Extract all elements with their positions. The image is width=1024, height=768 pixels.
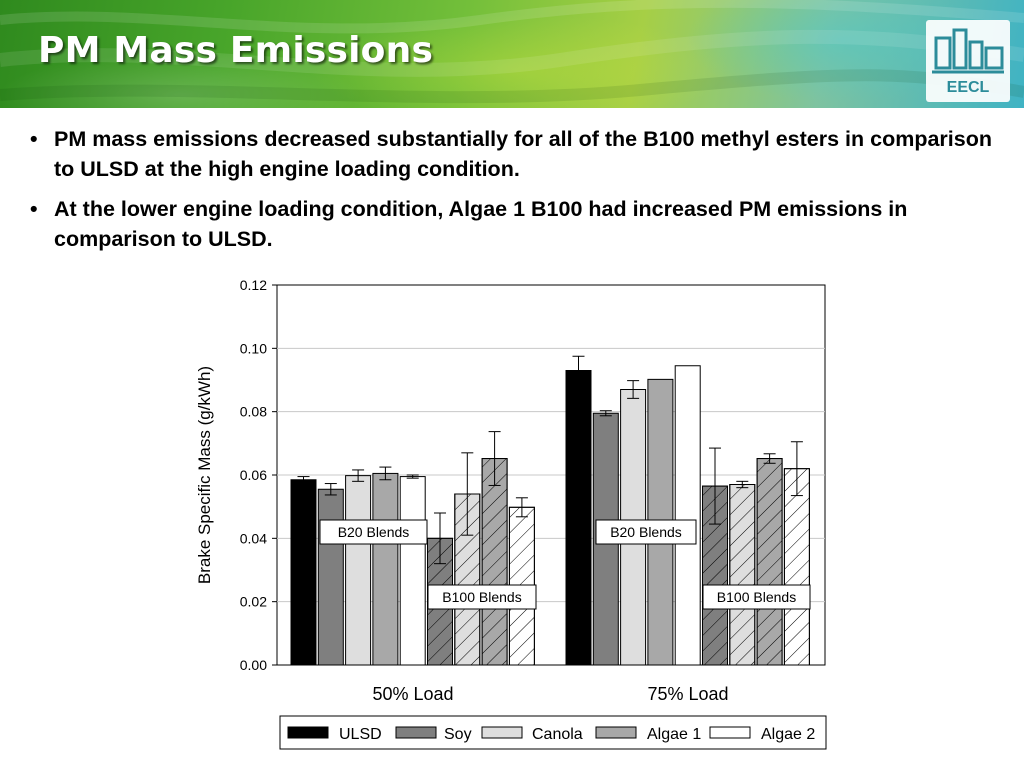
bullet-marker: •	[30, 127, 38, 151]
group-labels: B20 Blends B100 Blends B20 Blends B100 Blen…	[319, 519, 811, 610]
y-tick-label: 0.12	[240, 277, 267, 293]
group-label-box	[595, 519, 697, 545]
banner-texture	[0, 0, 1024, 104]
y-tick-label: 0.04	[240, 530, 267, 546]
bar-hatch	[729, 484, 756, 666]
legend-label: Canola	[532, 726, 583, 743]
group-label: B20 Blends	[610, 524, 682, 540]
title-banner: PM Mass Emissions EECL	[0, 0, 1024, 108]
bullet-text: At the lower engine loading condition, A…	[54, 197, 908, 251]
bar	[317, 488, 344, 666]
y-tick-label: 0.08	[240, 404, 267, 420]
legend-label: Algae 2	[761, 726, 815, 743]
bullet-marker: •	[30, 197, 38, 221]
legend-swatch	[395, 726, 437, 739]
bullet-list: • PM mass emissions decreased substantia…	[30, 124, 1000, 264]
y-tick-label: 0.10	[240, 340, 267, 356]
legend-swatch	[287, 726, 329, 739]
x-tick-label: 50% Load	[372, 684, 453, 704]
bar	[565, 370, 592, 666]
legend-label: ULSD	[339, 726, 382, 743]
group-label-box	[702, 584, 811, 610]
group-label: B100 Blends	[717, 589, 796, 605]
legend-swatch	[595, 726, 637, 739]
legend: ULSD Soy Canola Algae 1 Algae 2	[279, 715, 827, 750]
logo-text: EECL	[947, 79, 990, 96]
group-label-box	[427, 584, 537, 610]
y-axis: 0.00 0.02 0.04 0.06 0.08 0.10 0.12	[240, 277, 277, 673]
legend-swatch	[481, 726, 523, 739]
legend-label: Algae 1	[647, 726, 701, 743]
x-tick-label: 75% Load	[647, 684, 728, 704]
bar	[372, 472, 399, 666]
bar	[345, 475, 372, 666]
y-tick-label: 0.02	[240, 594, 267, 610]
legend-swatch	[709, 726, 751, 739]
bar	[399, 476, 426, 666]
y-tick-label: 0.00	[240, 657, 267, 673]
bar-hatch	[481, 458, 508, 666]
eecl-logo: EECL	[926, 20, 1010, 102]
x-axis: 50% Load 75% Load	[372, 684, 728, 704]
legend-label: Soy	[444, 726, 472, 743]
slide-title: PM Mass Emissions	[38, 30, 434, 71]
bar	[290, 479, 317, 666]
y-axis-label: Brake Specific Mass (g/kWh)	[195, 366, 214, 584]
bullet-item: • PM mass emissions decreased substantia…	[30, 124, 1000, 184]
group-label: B100 Blends	[442, 589, 521, 605]
bar-hatch	[756, 458, 783, 666]
group-label-box	[319, 519, 428, 545]
bar-hatch	[783, 468, 810, 666]
group-label: B20 Blends	[338, 524, 410, 540]
bullet-item: • At the lower engine loading condition,…	[30, 194, 1000, 254]
bar	[674, 365, 701, 666]
bullet-text: PM mass emissions decreased substantiall…	[54, 127, 992, 181]
y-tick-label: 0.06	[240, 467, 267, 483]
